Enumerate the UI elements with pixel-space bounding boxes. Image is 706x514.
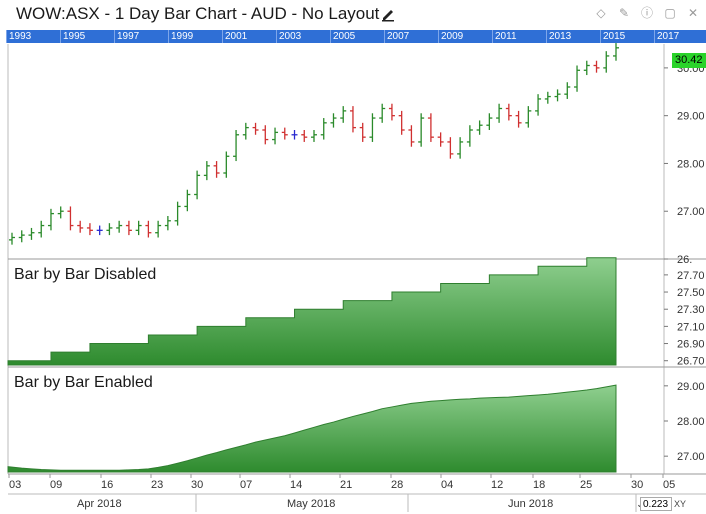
window-title: WOW:ASX - 1 Day Bar Chart - AUD - No Lay…	[16, 4, 380, 23]
price-axis-label: 26.	[677, 254, 692, 266]
date-label: 25	[580, 479, 592, 491]
month-label: Apr 2018	[77, 498, 122, 510]
year-label: 2007	[387, 31, 410, 42]
year-tick	[114, 30, 115, 43]
date-label: 21	[340, 479, 352, 491]
year-tick	[6, 30, 7, 43]
year-tick	[546, 30, 547, 43]
date-label: 30	[191, 479, 203, 491]
date-label: 09	[50, 479, 62, 491]
year-navigator[interactable]: 1993 1995 1997 1999 2001 2003 2005 2007 2009 2011…	[6, 30, 706, 43]
price-axis-label: 29.00	[677, 111, 705, 123]
zoom-input[interactable]: 0.223	[640, 497, 672, 511]
window-titlebar: WOW:ASX - 1 Day Bar Chart - AUD - No Lay…	[0, 0, 706, 28]
year-label: 1993	[9, 31, 32, 42]
year-tick	[492, 30, 493, 43]
year-label: 2015	[603, 31, 626, 42]
year-label: 2017	[657, 31, 680, 42]
info-icon[interactable]: ⓘ	[640, 6, 653, 20]
year-label: 2003	[279, 31, 302, 42]
date-label: 12	[491, 479, 503, 491]
year-tick	[276, 30, 277, 43]
date-label: 07	[240, 479, 252, 491]
year-tick	[384, 30, 385, 43]
date-label: 05	[663, 479, 675, 491]
date-label: 04	[441, 479, 453, 491]
year-tick	[600, 30, 601, 43]
date-label: 28	[391, 479, 403, 491]
year-tick	[438, 30, 439, 43]
year-tick	[60, 30, 61, 43]
year-label: 1999	[171, 31, 194, 42]
value-axis-label: 26.90	[677, 339, 705, 351]
year-label: 1997	[117, 31, 140, 42]
panel-title-enabled: Bar by Bar Enabled	[14, 374, 153, 391]
value-axis-label: 27.50	[677, 287, 705, 299]
date-label: 30	[631, 479, 643, 491]
year-label: 2005	[333, 31, 356, 42]
year-label: 2001	[225, 31, 248, 42]
date-label: 18	[533, 479, 545, 491]
value-axis-label: 28.00	[677, 416, 705, 428]
year-tick	[222, 30, 223, 43]
month-label: Jun 2018	[508, 498, 553, 510]
price-axis-label: 27.00	[677, 206, 705, 218]
date-label: 14	[290, 479, 302, 491]
last-price-badge: 30.42	[672, 53, 706, 68]
area-series[interactable]	[7, 384, 617, 473]
year-label: 2011	[495, 31, 517, 42]
date-label: 23	[151, 479, 163, 491]
month-label: May 2018	[287, 498, 335, 510]
year-label: 2009	[441, 31, 464, 42]
year-label: 1995	[63, 31, 86, 42]
date-label: 16	[101, 479, 113, 491]
window-controls: ◇ ✎ ⓘ ▢ ✕	[594, 6, 700, 20]
value-axis-label: 27.70	[677, 270, 705, 282]
value-axis-label: 27.10	[677, 321, 705, 333]
value-axis-label: 26.70	[677, 356, 705, 368]
area-series[interactable]	[7, 257, 617, 366]
year-tick	[330, 30, 331, 43]
price-axis-label: 28.00	[677, 158, 705, 170]
date-label: 03	[9, 479, 21, 491]
pin-icon[interactable]: ✎	[618, 6, 630, 20]
xy-toggle-button[interactable]: XY	[674, 499, 687, 509]
value-axis-label: 27.30	[677, 304, 705, 316]
year-tick	[168, 30, 169, 43]
close-icon[interactable]: ✕	[687, 6, 699, 20]
diamond-icon[interactable]: ◇	[596, 6, 606, 20]
edit-pencil-icon[interactable]	[380, 6, 396, 22]
value-axis-label: 29.00	[677, 381, 705, 393]
panel-title-disabled: Bar by Bar Disabled	[14, 266, 157, 283]
minimize-icon[interactable]: ▢	[664, 6, 676, 20]
value-axis-label: 27.00	[677, 451, 705, 463]
year-label: 2013	[549, 31, 572, 42]
year-tick	[654, 30, 655, 43]
